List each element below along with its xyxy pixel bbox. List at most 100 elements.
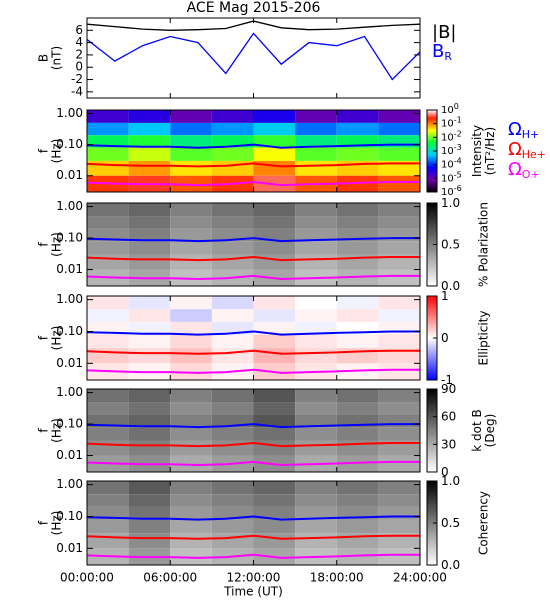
heatmap-cell: [87, 402, 129, 415]
y-tick-label: 0.01: [56, 541, 83, 555]
heatmap-cell: [170, 203, 212, 217]
y-tick-label: 1.00: [56, 292, 83, 306]
heatmap-cell: [128, 414, 171, 428]
colorbar-tick-label: 1.0: [441, 474, 460, 488]
heatmap-cell: [295, 440, 337, 456]
heatmap-cell: [87, 110, 129, 123]
heatmap-cell: [170, 440, 212, 456]
heatmap-cell: [295, 348, 337, 364]
colorbar-tick-label: 100: [441, 102, 459, 117]
heatmap-cell: [128, 321, 171, 335]
colorbar-tick-label: -1: [441, 373, 453, 387]
heatmap-cell: [170, 414, 212, 428]
colorbar-tick-label: 10-4: [441, 156, 462, 171]
heatmap-cell: [87, 135, 129, 148]
heatmap-cell: [128, 481, 171, 495]
y-tick-label: -2: [71, 72, 83, 86]
heatmap-cell: [378, 241, 420, 255]
heatmap-cell: [295, 110, 337, 123]
heatmap-cell: [336, 203, 379, 217]
heatmap-cell: [128, 309, 171, 322]
gyrofrequency-line: [86, 460, 420, 467]
heatmap-cell: [253, 506, 296, 520]
heatmap-cell: [295, 309, 337, 322]
heatmap-cell: [253, 334, 296, 349]
colorbar-label: (nT²/Hz): [483, 127, 497, 175]
heatmap-cell: [170, 309, 212, 322]
heatmap-cell: [295, 135, 337, 148]
heatmap-cell: [170, 519, 212, 534]
heatmap-cell: [295, 321, 337, 335]
heatmap-cell: [211, 147, 254, 161]
heatmap-cell: [170, 348, 212, 364]
y-tick-label: 0.01: [56, 356, 83, 370]
heatmap-cell: [211, 110, 254, 123]
heatmap-cell: [336, 296, 379, 310]
heatmap-cell: [170, 269, 212, 286]
heatmap-cell: [378, 135, 420, 148]
heatmap-cell: [87, 160, 129, 176]
y-axis-label: (Hz): [50, 511, 64, 536]
heatmap-cell: [128, 402, 171, 415]
gyrofrequency-line: [86, 255, 420, 262]
heatmap-cell: [336, 427, 379, 441]
heatmap-cell: [336, 363, 379, 380]
heatmap-cell: [336, 548, 379, 565]
heatmap-cell: [295, 254, 337, 270]
heatmap-cell: [170, 110, 212, 123]
y-axis-label: f: [37, 148, 51, 153]
heatmap-cell: [87, 334, 129, 349]
heatmap-cell: [170, 506, 212, 520]
heatmap-cell: [295, 402, 337, 415]
heatmap-cell: [378, 533, 420, 549]
heatmap-cell: [87, 147, 129, 161]
line-series: [86, 32, 421, 81]
heatmap-cell: [170, 402, 212, 415]
heatmap-cell: [378, 269, 420, 286]
y-tick-label: 1.00: [56, 106, 83, 120]
heatmap-cell: [87, 228, 129, 242]
legend-entry: ΩO+: [508, 159, 540, 181]
heatmap-cell: [378, 296, 420, 310]
heatmap-cell: [378, 455, 420, 472]
heatmap-cell: [211, 389, 254, 403]
gyrofrequency-line: [86, 237, 420, 243]
heatmap-cell: [378, 147, 420, 161]
gyrofrequency-line: [86, 534, 420, 540]
heatmap-cell: [336, 389, 379, 403]
heatmap-cell: [336, 334, 379, 349]
x-tick-label: 12:00:00: [227, 571, 281, 585]
heatmap-cell: [170, 254, 212, 270]
heatmap-cell: [336, 241, 379, 255]
heatmap-cell: [378, 254, 420, 270]
heatmap-cell: [170, 427, 212, 441]
heatmap-cell: [211, 481, 254, 495]
y-tick-label: 0.01: [56, 262, 83, 276]
heatmap-cell: [295, 228, 337, 242]
colorbar-label: Ellipticity: [477, 311, 491, 366]
heatmap-cell: [295, 216, 337, 229]
heatmap-cell: [128, 389, 171, 403]
heatmap-cell: [295, 203, 337, 217]
colorbar-tick-label: 30: [441, 437, 456, 451]
heatmap-cell: [170, 481, 212, 495]
heatmap-cell: [336, 402, 379, 415]
y-tick-label: 0.10: [56, 509, 83, 523]
x-tick-label: 24:00:00: [393, 571, 447, 585]
heatmap-cell: [128, 147, 171, 161]
heatmap-cell: [87, 519, 129, 534]
heatmap-cell: [211, 334, 254, 349]
heatmap-cell: [295, 389, 337, 403]
gyrofrequency-line: [86, 349, 420, 355]
heatmap-cell: [170, 363, 212, 380]
heatmap-cell: [87, 533, 129, 549]
y-axis-label: (Hz): [50, 232, 64, 257]
gyrofrequency-line: [86, 368, 420, 374]
heatmap-cell: [128, 533, 171, 549]
heatmap-cell: [336, 309, 379, 322]
heatmap-cell: [295, 414, 337, 428]
heatmap-cell: [211, 122, 254, 136]
heatmap-cell: [336, 481, 379, 495]
heatmap-cell: [295, 533, 337, 549]
heatmap-cell: [128, 334, 171, 349]
